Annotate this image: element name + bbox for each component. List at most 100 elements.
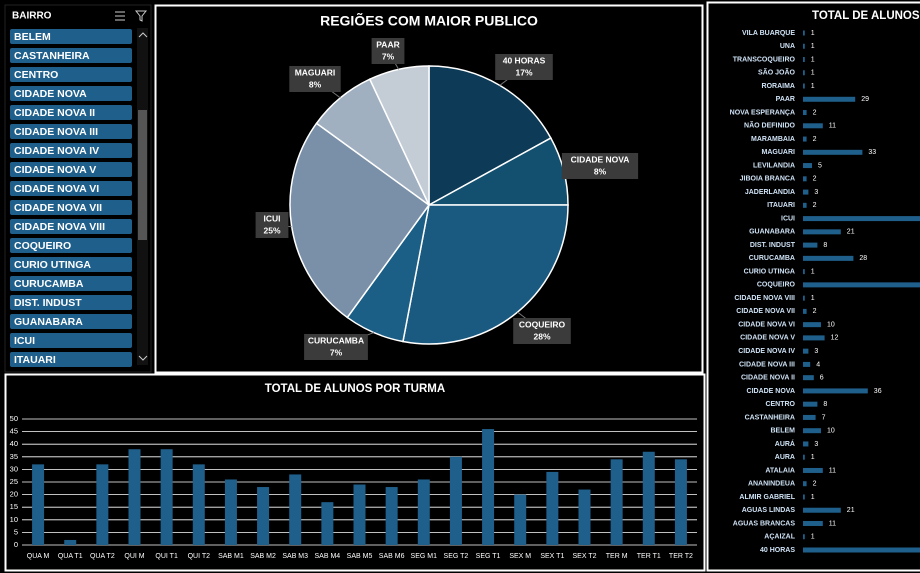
slicer-item[interactable] — [10, 143, 132, 158]
x-tick-label: QUA T1 — [58, 553, 83, 560]
slicer-item-label[interactable]: CASTANHEIRA — [14, 50, 90, 62]
bar — [514, 494, 527, 545]
y-tick-label: 20 — [10, 490, 18, 499]
slicer-item[interactable] — [10, 48, 132, 63]
slicer-title: BAIRRO — [12, 11, 52, 22]
pie-slice — [402, 204, 569, 345]
slicer-item-label[interactable]: CIDADE NOVA III — [14, 126, 98, 138]
bar — [803, 136, 807, 142]
slicer-item-label[interactable]: CIDADE NOVA VI — [14, 183, 99, 195]
scroll-arrows[interactable] — [138, 32, 148, 361]
bar — [803, 43, 805, 49]
data-label-value: 8% — [594, 166, 607, 176]
x-tick-label: QUI T1 — [155, 553, 178, 560]
y-tick-label: 50 — [10, 414, 18, 423]
slicer-item[interactable] — [10, 295, 132, 310]
bar — [482, 429, 495, 545]
x-tick-label: SEG M1 — [411, 553, 438, 560]
x-tick-label: SEX T1 — [540, 553, 564, 560]
data-label: 2 — [813, 308, 817, 315]
y-tick-label: AGUAS LINDAS — [742, 507, 796, 514]
data-label-box — [289, 66, 341, 92]
slicer-item-label[interactable]: CIDADE NOVA II — [14, 107, 95, 119]
bar — [674, 459, 687, 545]
data-label: 1 — [811, 56, 815, 63]
slicer-item-label[interactable]: CURUCAMBA — [14, 278, 84, 290]
bar — [803, 149, 863, 155]
data-label-value: 7% — [382, 51, 395, 61]
y-tick-label: 30 — [10, 464, 18, 473]
slicer-item[interactable] — [10, 314, 132, 329]
data-label: 1 — [811, 268, 815, 275]
slicer-item-label[interactable]: BELEM — [14, 31, 51, 43]
y-tick-label: ICUI — [781, 215, 795, 222]
slicer-item[interactable] — [10, 105, 132, 120]
slicer-item-label[interactable]: DIST. INDUST — [14, 297, 82, 309]
slicer-item-label[interactable]: ITAUARI — [14, 354, 56, 366]
slicer-item[interactable] — [10, 219, 132, 234]
slicer-item-label[interactable]: CIDADE NOVA VIII — [14, 221, 105, 233]
slicer-item[interactable] — [10, 29, 132, 44]
slicer-item-label[interactable]: CIDADE NOVA IV — [14, 145, 99, 157]
data-label: 2 — [813, 481, 817, 488]
y-tick-label: NÃO DEFINIDO — [744, 121, 796, 130]
x-tick-label: SEG T2 — [444, 553, 469, 560]
slicer-item-label[interactable]: GUANABARA — [14, 316, 83, 328]
data-label: 1 — [811, 30, 815, 37]
x-tick-label: SEX M — [509, 553, 531, 560]
slicer-item[interactable] — [10, 200, 132, 215]
x-tick-label: QUI M — [124, 553, 144, 560]
x-tick-label: SEG T1 — [476, 553, 501, 560]
slicer-item[interactable] — [10, 276, 132, 291]
clear-filter-icon[interactable] — [134, 10, 148, 22]
data-label: 3 — [814, 189, 818, 196]
data-label: 1 — [811, 494, 815, 501]
slicer-item[interactable] — [10, 257, 132, 272]
bar — [803, 534, 805, 540]
slicer-item-label[interactable]: CURIO UTINGA — [14, 259, 91, 271]
bar — [803, 202, 807, 208]
slicer-item[interactable] — [10, 181, 132, 196]
multi-select-icon[interactable] — [115, 11, 125, 21]
y-tick-label: AGUAS BRANCAS — [733, 520, 796, 527]
data-label: 11 — [829, 520, 836, 527]
data-label: 1 — [811, 454, 815, 461]
bar — [803, 520, 823, 526]
slicer-item[interactable] — [10, 162, 132, 177]
slicer-item[interactable] — [10, 86, 132, 101]
slicer-item-label[interactable]: ICUI — [14, 335, 35, 347]
data-label-value: 7% — [330, 347, 343, 357]
slicer-item[interactable] — [10, 238, 132, 253]
bar — [803, 83, 805, 89]
bar — [803, 255, 854, 261]
bar — [803, 308, 807, 314]
slicer-item-label[interactable]: CIDADE NOVA — [14, 88, 87, 100]
y-tick-label: LEVILANDIA — [753, 162, 795, 169]
y-tick-label: 40 — [10, 439, 18, 448]
slicer-item[interactable] — [10, 124, 132, 139]
slicer-item[interactable] — [10, 67, 132, 82]
bar — [449, 456, 462, 545]
slicer-item[interactable] — [10, 352, 132, 367]
x-tick-label: SAB M1 — [218, 553, 244, 560]
data-label: 21 — [847, 229, 855, 236]
slicer-item-label[interactable]: COQUEIRO — [14, 240, 71, 252]
y-tick-label: VILA BUARQUE — [742, 30, 795, 37]
slicer-item[interactable] — [10, 333, 132, 348]
data-label: 12 — [831, 335, 839, 342]
slicer-item-label[interactable]: CENTRO — [14, 69, 58, 81]
y-tick-label: 45 — [10, 427, 18, 436]
bar — [803, 269, 805, 275]
data-label: 11 — [829, 467, 836, 474]
x-tick-label: TER T2 — [669, 553, 693, 560]
bar — [803, 507, 841, 513]
y-tick-label: CIDADE NOVA — [747, 388, 795, 395]
slicer-item-label[interactable]: CIDADE NOVA V — [14, 164, 96, 176]
bar — [803, 189, 809, 195]
data-label-value: 28% — [533, 331, 550, 341]
scroll-thumb[interactable] — [138, 110, 147, 240]
y-tick-label: SÃO JOÃO — [758, 68, 796, 77]
data-label: 2 — [813, 109, 817, 116]
slicer-item-label[interactable]: CIDADE NOVA VII — [14, 202, 102, 214]
